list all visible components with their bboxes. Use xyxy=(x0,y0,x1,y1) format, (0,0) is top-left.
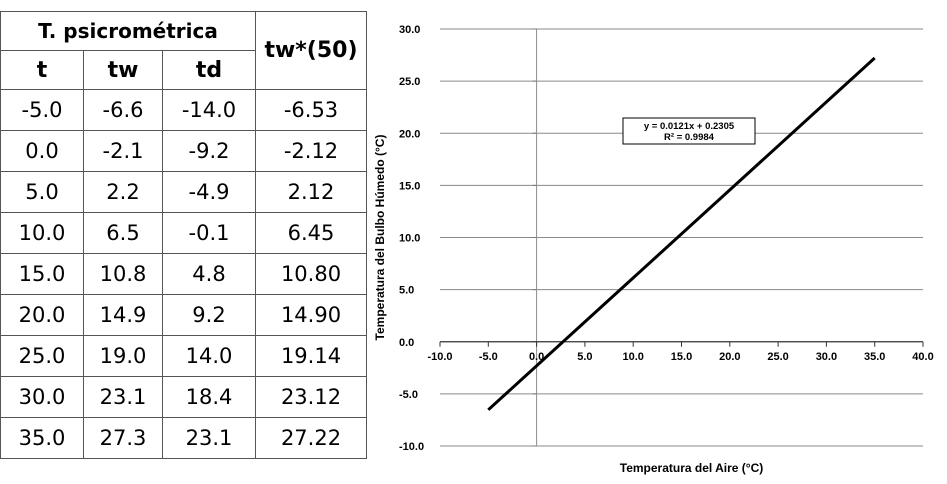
x-tick-label: -10.0 xyxy=(427,351,452,363)
cell-td: 9.2 xyxy=(162,294,256,336)
x-tick-label: 30.0 xyxy=(816,351,837,363)
cell-td: 18.4 xyxy=(162,376,256,418)
y-tick-label: 25.0 xyxy=(399,76,420,88)
r-squared-text: R² = 0.9984 xyxy=(664,132,715,143)
x-tick-label: 15.0 xyxy=(671,351,692,363)
equation-text: y = 0.0121x + 0.2305 xyxy=(644,121,735,132)
equation-box xyxy=(622,117,756,145)
group-header: T. psicrométrica xyxy=(0,11,256,51)
cell-tw50: 27.22 xyxy=(255,417,367,459)
x-tick-label: 25.0 xyxy=(767,351,788,363)
cell-tw: 2.2 xyxy=(83,171,163,213)
cell-tw50: 2.12 xyxy=(255,171,367,213)
cell-tw: 6.5 xyxy=(83,212,163,254)
x-tick-label: -5.0 xyxy=(479,351,498,363)
cell-t: 25.0 xyxy=(0,335,84,377)
cell-tw: -2.1 xyxy=(83,130,163,172)
cell-tw: 23.1 xyxy=(83,376,163,418)
cell-td: 23.1 xyxy=(162,417,256,459)
series-line xyxy=(487,56,876,411)
y-tick-label: 15.0 xyxy=(399,180,420,192)
cell-tw50: 19.14 xyxy=(255,335,367,377)
table-row: 0.0 -2.1 -9.2 -2.12 xyxy=(0,130,367,172)
x-axis-label: Temperatura del Aire (°C) xyxy=(620,461,764,475)
tw50-header: tw*(50) xyxy=(255,11,367,90)
y-tick-label: 0.0 xyxy=(399,337,414,349)
y-tick-label: -5.0 xyxy=(399,389,418,401)
cell-tw50: 23.12 xyxy=(255,376,367,418)
table-row: 15.0 10.8 4.8 10.80 xyxy=(0,253,367,295)
cell-t: 15.0 xyxy=(0,253,84,295)
table-row: -5.0 -6.6 -14.0 -6.53 xyxy=(0,89,367,131)
cell-tw50: 14.90 xyxy=(255,294,367,336)
cell-td: -4.9 xyxy=(162,171,256,213)
col-header-tw: tw xyxy=(83,50,163,90)
table-row: 5.0 2.2 -4.9 2.12 xyxy=(0,171,367,213)
cell-t: 35.0 xyxy=(0,417,84,459)
col-header-t: t xyxy=(0,50,84,90)
cell-td: -0.1 xyxy=(162,212,256,254)
cell-tw: 14.9 xyxy=(83,294,163,336)
cell-t: 0.0 xyxy=(0,130,84,172)
cell-tw50: -2.12 xyxy=(255,130,367,172)
cell-t: 10.0 xyxy=(0,212,84,254)
psychrometric-table: T. psicrométrica tw*(50) t tw td -5.0 -6.… xyxy=(0,11,367,459)
cell-tw: 10.8 xyxy=(83,253,163,295)
y-tick-label: -10.0 xyxy=(399,441,424,453)
cell-t: 30.0 xyxy=(0,376,84,418)
wet-bulb-chart: -10.0 -5.0 0.0 5.0 10.0 15.0 20.0 25.0 30.0 -10.0… xyxy=(373,24,934,475)
table-row: 35.0 27.3 23.1 27.22 xyxy=(0,417,367,459)
y-tick-label: 20.0 xyxy=(399,128,420,140)
cell-td: -14.0 xyxy=(162,89,256,131)
y-tick-label: 30.0 xyxy=(399,24,420,36)
table-row: 30.0 23.1 18.4 23.12 xyxy=(0,376,367,418)
cell-tw50: -6.53 xyxy=(255,89,367,131)
y-tick-label: 10.0 xyxy=(399,233,420,245)
cell-t: -5.0 xyxy=(0,89,84,131)
cell-td: -9.2 xyxy=(162,130,256,172)
cell-t: 20.0 xyxy=(0,294,84,336)
table-row: 10.0 6.5 -0.1 6.45 xyxy=(0,212,367,254)
cell-td: 14.0 xyxy=(162,335,256,377)
cell-tw50: 10.80 xyxy=(255,253,367,295)
table-row: 20.0 14.9 9.2 14.90 xyxy=(0,294,367,336)
x-tick-label: 10.0 xyxy=(622,351,643,363)
y-axis-label: Temperatura del Bulbo Húmedo (°C) xyxy=(373,135,387,341)
col-header-td: td xyxy=(162,50,256,90)
table-row: 25.0 19.0 14.0 19.14 xyxy=(0,335,367,377)
x-tick-label: 20.0 xyxy=(719,351,740,363)
cell-tw: 19.0 xyxy=(83,335,163,377)
y-tick-label: 5.0 xyxy=(399,285,414,297)
x-tick-label: 5.0 xyxy=(577,351,592,363)
x-tick-label: 35.0 xyxy=(864,351,885,363)
cell-td: 4.8 xyxy=(162,253,256,295)
x-tick-label: 40.0 xyxy=(912,351,933,363)
cell-tw: -6.6 xyxy=(83,89,163,131)
cell-tw50: 6.45 xyxy=(255,212,367,254)
x-tick-label: 0.0 xyxy=(529,351,544,363)
cell-t: 5.0 xyxy=(0,171,84,213)
cell-tw: 27.3 xyxy=(83,417,163,459)
